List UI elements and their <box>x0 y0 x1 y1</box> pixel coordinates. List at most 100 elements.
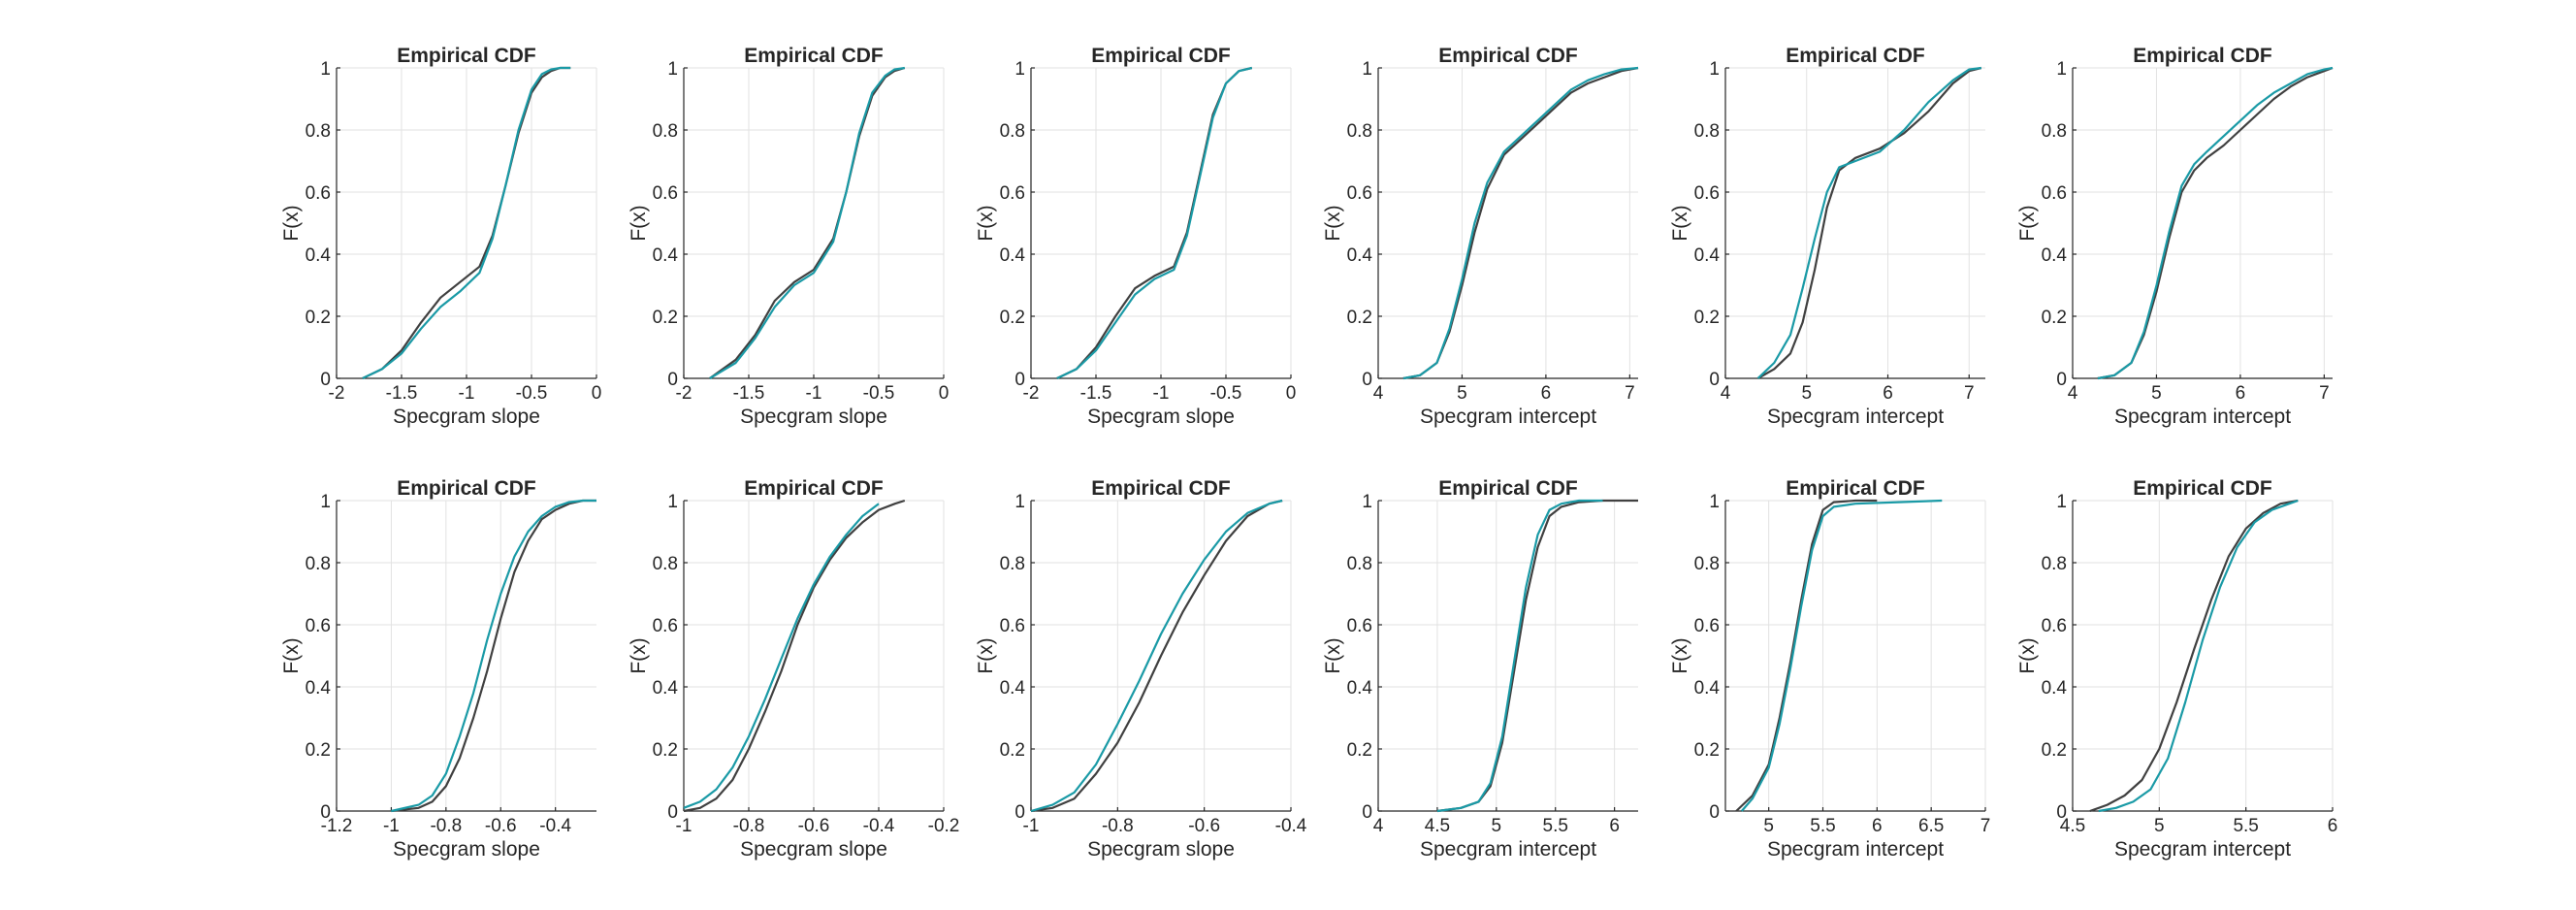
y-tick-label: 0 <box>320 802 331 823</box>
chart-title: Empirical CDF <box>397 477 536 500</box>
y-tick-label: 0.2 <box>1000 740 1025 761</box>
x-tick-label: 7 <box>1625 383 1635 404</box>
cdf-panel-4: 4 5 6 7 0 0.2 0.4 0.6 0.8 1 Empirical CDF Specgram … <box>1322 45 1639 428</box>
y-tick-label: 0.2 <box>306 740 331 761</box>
x-axis-label: Specgram slope <box>393 838 540 861</box>
x-tick-label: 5 <box>1763 816 1774 836</box>
x-tick-label: -0.8 <box>1102 816 1134 836</box>
chart-title: Empirical CDF <box>1786 477 1925 500</box>
cdf-series-line-2 <box>1030 499 1283 813</box>
x-tick-label: 4 <box>1373 383 1384 404</box>
y-tick-label: 0.2 <box>653 308 678 328</box>
x-tick-label: 4 <box>1721 383 1731 404</box>
x-tick-label: 6 <box>2236 383 2246 404</box>
cdf-panel-12: 4.5 5 5.5 6 0 0.2 0.4 0.6 0.8 1 Empirical CDF Specg… <box>2016 477 2337 861</box>
cdf-panel-1: -2 -1.5 -1 -0.5 0 0 0.2 0.4 0.6 0.8 1 Empirical CDF… <box>280 45 601 428</box>
y-tick-label: 0 <box>1014 370 1025 390</box>
y-tick-label: 1 <box>2056 492 2067 512</box>
cdf-series-line-1 <box>1030 499 1283 813</box>
x-tick-label: 5 <box>2154 816 2165 836</box>
y-tick-label: 0.2 <box>1347 308 1372 328</box>
chart-title: Empirical CDF <box>2133 477 2272 500</box>
cdf-series-line-1 <box>1436 499 1638 813</box>
cdf-series-line-2 <box>2097 66 2334 380</box>
y-tick-label: 0.4 <box>2042 678 2068 699</box>
x-tick-label: -0.2 <box>928 816 960 836</box>
x-tick-label: 7 <box>1980 816 1991 836</box>
x-axis-label: Specgram slope <box>1087 838 1235 861</box>
x-axis-label: Specgram intercept <box>2114 838 2291 861</box>
x-tick-label: -1 <box>1023 816 1040 836</box>
y-tick-label: 0.8 <box>653 121 678 142</box>
x-tick-label: 5.5 <box>1543 816 1568 836</box>
y-tick-label: 0.6 <box>1347 616 1372 636</box>
cdf-series-line-1 <box>2089 499 2299 813</box>
y-tick-label: 0.4 <box>306 245 332 266</box>
y-axis-label: F(x) <box>1669 637 1691 673</box>
y-tick-label: 1 <box>1362 59 1372 80</box>
x-axis-label: Specgram intercept <box>1420 406 1596 428</box>
y-tick-label: 0 <box>2056 802 2067 823</box>
cdf-panel-11: 5 5.5 6 6.5 7 0 0.2 0.4 0.6 0.8 1 Empirical CDF Spec… <box>1669 477 1990 861</box>
y-tick-label: 0.4 <box>1000 245 1026 266</box>
x-tick-label: -1.5 <box>386 383 418 404</box>
x-tick-label: 4.5 <box>1425 816 1450 836</box>
y-axis-label: F(x) <box>1669 205 1691 241</box>
y-tick-label: 0.4 <box>653 245 679 266</box>
x-tick-label: 6 <box>1872 816 1883 836</box>
x-axis-label: Specgram intercept <box>1420 838 1596 861</box>
x-tick-label: 5 <box>1801 383 1812 404</box>
y-tick-label: 1 <box>667 59 678 80</box>
x-tick-label: -0.6 <box>798 816 830 836</box>
x-tick-label: 6 <box>1541 383 1552 404</box>
chart-title: Empirical CDF <box>397 45 536 67</box>
y-tick-label: 0 <box>667 370 678 390</box>
y-tick-label: 1 <box>2056 59 2067 80</box>
y-tick-label: 0.6 <box>1000 183 1025 204</box>
cdf-panel-2: -2 -1.5 -1 -0.5 0 0 0.2 0.4 0.6 0.8 1 Empirical CDF… <box>628 45 949 428</box>
y-tick-label: 0.8 <box>306 121 331 142</box>
y-tick-label: 0.8 <box>1694 121 1720 142</box>
chart-title: Empirical CDF <box>1786 45 1925 67</box>
x-axis-label: Specgram slope <box>1087 406 1235 428</box>
x-tick-label: 5 <box>2151 383 2162 404</box>
x-tick-label: -1.2 <box>321 816 353 836</box>
x-tick-label: -0.4 <box>1275 816 1307 836</box>
x-tick-label: 4.5 <box>2060 816 2085 836</box>
x-tick-label: -0.5 <box>1210 383 1242 404</box>
cdf-panel-5: 4 5 6 7 0 0.2 0.4 0.6 0.8 1 Empirical CDF Specgram … <box>1669 45 1985 428</box>
y-axis-label: F(x) <box>280 637 303 673</box>
y-tick-label: 0.8 <box>1347 121 1372 142</box>
x-axis-label: Specgram intercept <box>2114 406 2291 428</box>
y-axis-label: F(x) <box>2016 205 2039 241</box>
y-tick-label: 0.6 <box>1694 183 1720 204</box>
y-tick-label: 0.2 <box>1694 740 1720 761</box>
x-tick-label: 5.5 <box>1810 816 1835 836</box>
x-tick-label: 6 <box>2328 816 2338 836</box>
x-tick-label: -1 <box>676 816 692 836</box>
y-tick-label: 0.6 <box>653 616 678 636</box>
y-tick-label: 0.2 <box>2042 740 2067 761</box>
x-tick-label: 0 <box>939 383 950 404</box>
y-tick-label: 0.6 <box>1000 616 1025 636</box>
y-tick-label: 0.8 <box>1000 554 1025 574</box>
y-tick-label: 0 <box>2056 370 2067 390</box>
y-tick-label: 0.4 <box>1000 678 1026 699</box>
cdf-panel-9: -1 -0.8 -0.6 -0.4 0 0.2 0.4 0.6 0.8 1 Empirical CD… <box>975 477 1307 861</box>
x-tick-label: -0.5 <box>516 383 548 404</box>
x-tick-label: -0.6 <box>485 816 517 836</box>
y-tick-label: 0 <box>1709 370 1720 390</box>
cdf-series-line-1 <box>683 499 906 813</box>
cdf-series-line-1 <box>391 499 596 813</box>
x-tick-label: -2 <box>329 383 345 404</box>
y-tick-label: 0.6 <box>306 616 331 636</box>
cdf-series-line-1 <box>1402 66 1639 380</box>
y-tick-label: 0.6 <box>653 183 678 204</box>
y-tick-label: 0.4 <box>306 678 332 699</box>
x-tick-label: -1 <box>1153 383 1170 404</box>
y-tick-label: 1 <box>1362 492 1372 512</box>
y-tick-label: 0 <box>1014 802 1025 823</box>
chart-title: Empirical CDF <box>1091 477 1231 500</box>
cdf-series-line-1 <box>1056 66 1253 379</box>
